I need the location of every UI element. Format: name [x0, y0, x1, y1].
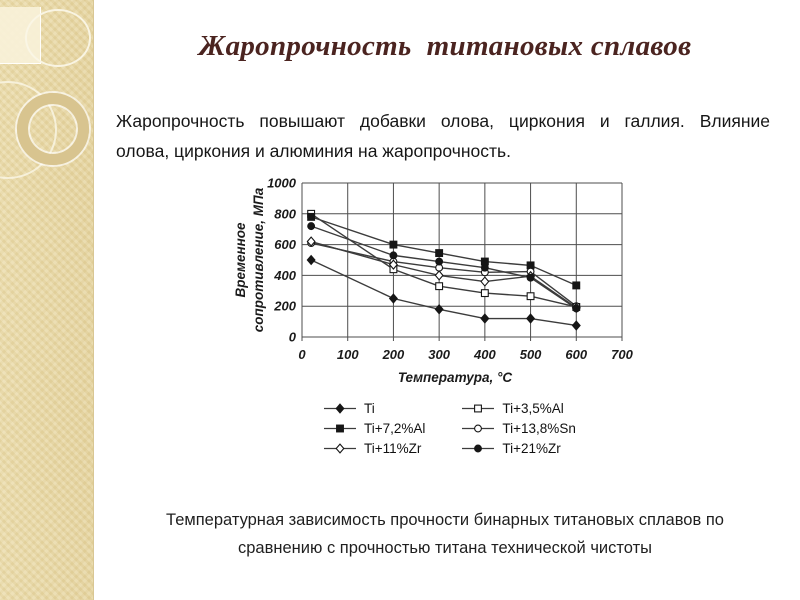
- svg-text:400: 400: [473, 347, 496, 362]
- svg-text:0: 0: [298, 347, 306, 362]
- legend-item: Ti+11%Zr: [323, 441, 425, 456]
- svg-text:200: 200: [382, 347, 405, 362]
- decorative-ring-thin-top: [25, 9, 91, 67]
- legend-item: Ti+21%Zr: [461, 441, 575, 456]
- svg-text:сопротивление, МПа: сопротивление, МПа: [251, 187, 266, 332]
- legend-marker-square-open-icon: [462, 404, 495, 413]
- legend-label: Ti+3,5%Al: [502, 401, 564, 416]
- strength-vs-temperature-chart: 0 100 200 300 400 500 600 700 0 200 400 600 800 1000 Т…: [225, 168, 645, 398]
- svg-text:600: 600: [565, 347, 587, 362]
- chart-legend: Ti Ti+7,2%Al Ti+11%Zr Ti+3,5%Al Ti+13,8%Sn Ti…: [323, 401, 576, 456]
- figure-caption-line1: Температурная зависимость прочности бина…: [166, 511, 724, 529]
- legend-marker-square-filled-icon: [324, 424, 356, 433]
- svg-text:400: 400: [273, 268, 296, 283]
- svg-text:Временное: Временное: [233, 222, 248, 298]
- chart-canvas: 0 100 200 300 400 500 600 700 0 200 400 600 800 1000 Т…: [233, 176, 634, 386]
- legend-label: Ti+13,8%Sn: [502, 421, 576, 436]
- legend-column: Ti+3,5%Al Ti+13,8%Sn Ti+21%Zr: [461, 401, 576, 456]
- svg-text:300: 300: [428, 347, 450, 362]
- legend-item: Ti+13,8%Sn: [461, 421, 576, 436]
- decorative-ring-thick: [17, 93, 89, 165]
- legend-label: Ti+11%Zr: [364, 441, 422, 456]
- legend-item: Ti+3,5%Al: [461, 401, 575, 416]
- svg-text:500: 500: [520, 347, 542, 362]
- svg-text:0: 0: [289, 330, 297, 345]
- legend-item: Ti+7,2%Al: [323, 421, 425, 436]
- legend-marker-diamond-filled-icon: [324, 403, 356, 414]
- sidebar-decoration: [0, 0, 94, 600]
- svg-text:Температура, °С: Температура, °С: [398, 370, 513, 385]
- legend-column: Ti Ti+7,2%Al Ti+11%Zr: [323, 401, 425, 456]
- svg-text:100: 100: [337, 347, 359, 362]
- legend-label: Ti+21%Zr: [502, 441, 561, 456]
- svg-text:200: 200: [273, 299, 296, 314]
- svg-text:600: 600: [274, 237, 296, 252]
- legend-marker-diamond-open-icon: [324, 443, 356, 454]
- figure-caption-line2: сравнению с прочностью титана техническо…: [238, 539, 652, 557]
- body-text-line2: олова, циркония и алюминия на жаропрочно…: [116, 141, 512, 161]
- svg-text:1000: 1000: [267, 176, 297, 191]
- legend-marker-circle-open-icon: [462, 424, 495, 433]
- figure-caption: Температурная зависимость прочности бина…: [95, 506, 795, 562]
- body-text: Жаропрочность повышают добавки олова, ци…: [116, 106, 770, 166]
- legend-marker-circle-filled-icon: [462, 444, 495, 453]
- svg-text:700: 700: [611, 347, 633, 362]
- legend-label: Ti: [364, 401, 375, 416]
- legend-label: Ti+7,2%Al: [364, 421, 426, 436]
- slide-title: Жаропрочность титановых сплавов: [198, 30, 692, 62]
- body-text-line1: Жаропрочность повышают добавки олова, ци…: [116, 111, 770, 131]
- svg-text:800: 800: [274, 206, 296, 221]
- legend-item: Ti: [323, 401, 425, 416]
